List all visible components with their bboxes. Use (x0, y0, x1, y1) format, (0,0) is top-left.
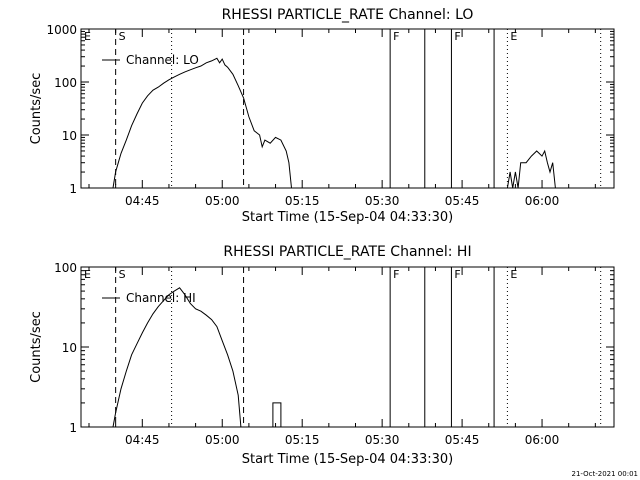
marker-label: E (510, 30, 517, 43)
x-tick-label: 05:00 (205, 433, 240, 447)
x-tick-label: 06:00 (525, 194, 560, 208)
y-tick-label: 100 (54, 76, 77, 90)
marker-label: F (393, 268, 399, 281)
legend-label: Channel: HI (126, 291, 196, 305)
y-tick-label: 10 (62, 341, 77, 355)
x-tick-label: 05:30 (365, 194, 400, 208)
x-tick-label: 05:45 (445, 433, 480, 447)
date-stamp: 21-Oct-2021 00:01 (572, 470, 638, 478)
chart-title: RHESSI PARTICLE_RATE Channel: LO (222, 7, 474, 23)
y-tick-label: 1 (69, 421, 77, 435)
marker-label: E (84, 268, 91, 281)
y-tick-label: 100 (54, 261, 77, 275)
y-axis-label: Counts/sec (29, 311, 44, 383)
x-tick-label: 05:45 (445, 194, 480, 208)
series-line (272, 402, 282, 427)
chart-title: RHESSI PARTICLE_RATE Channel: HI (223, 244, 471, 260)
x-tick-label: 05:30 (365, 433, 400, 447)
x-tick-label: 05:00 (205, 194, 240, 208)
x-tick-label: 06:00 (525, 433, 560, 447)
y-tick-label: 1 (69, 182, 77, 196)
y-tick-label: 1000 (46, 23, 77, 37)
x-tick-label: 05:15 (285, 433, 320, 447)
x-tick-label: 04:45 (125, 433, 160, 447)
series-line (112, 287, 242, 428)
marker-label: F (454, 268, 460, 281)
marker-label: S (119, 30, 126, 43)
chart-lo-channel: RHESSI PARTICLE_RATE Channel: LO 04:45 05:… (29, 7, 615, 225)
x-axis-label: Start Time (15-Sep-04 04:33:30) (242, 452, 453, 467)
y-tick-label: 10 (62, 129, 77, 143)
x-tick-label: 04:45 (125, 194, 160, 208)
x-tick-label: 05:15 (285, 194, 320, 208)
marker-label: E (510, 268, 517, 281)
marker-label: E (84, 30, 91, 43)
marker-label: S (119, 268, 126, 281)
legend-label: Channel: LO (126, 53, 199, 67)
series-line (506, 149, 556, 189)
marker-label: F (393, 30, 399, 43)
y-axis-label: Counts/sec (29, 73, 44, 145)
chart-hi-channel: RHESSI PARTICLE_RATE Channel: HI 04:45 05:… (29, 244, 615, 467)
series-line (112, 57, 292, 189)
x-axis-label: Start Time (15-Sep-04 04:33:30) (242, 210, 453, 225)
marker-label: F (454, 30, 460, 43)
